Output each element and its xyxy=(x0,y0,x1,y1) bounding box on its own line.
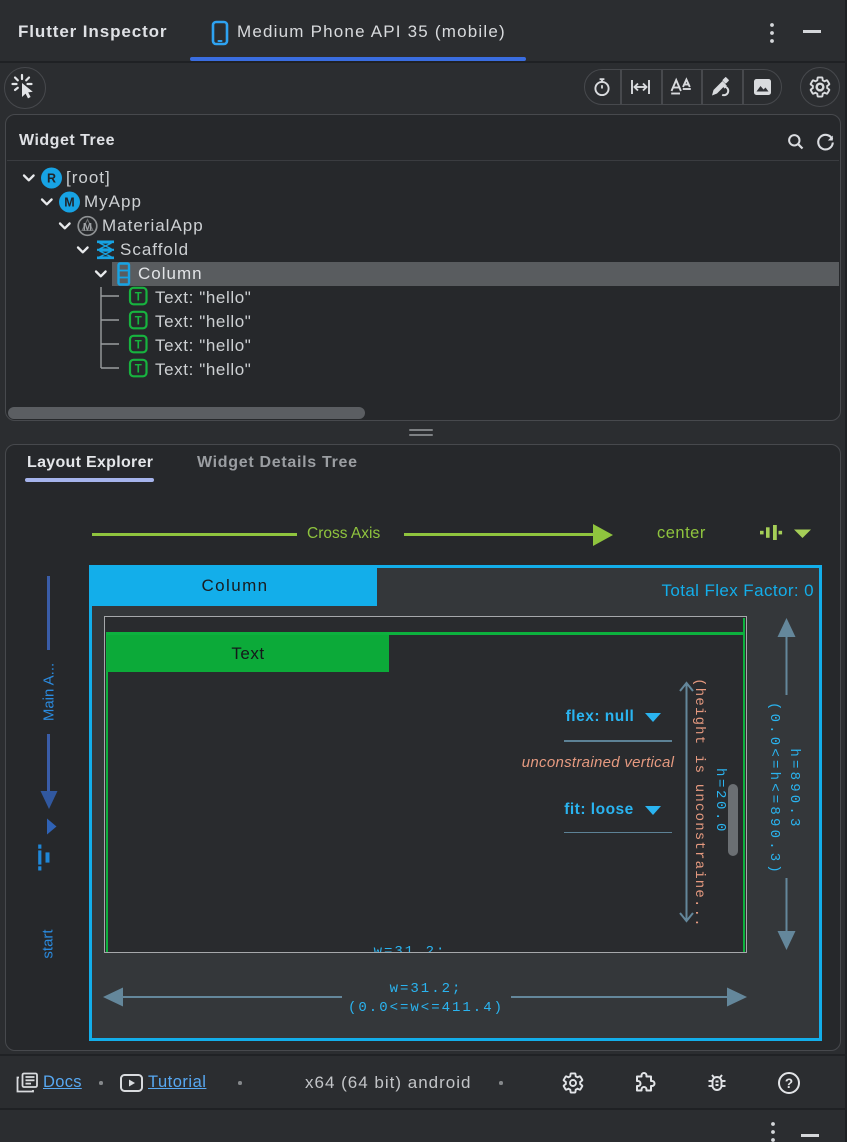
svg-text:T: T xyxy=(135,363,142,375)
svg-text:M: M xyxy=(64,196,74,210)
svg-text:T: T xyxy=(135,291,142,303)
svg-text:?: ? xyxy=(785,1076,793,1091)
svg-text:R: R xyxy=(47,172,56,186)
svg-text:T: T xyxy=(135,339,142,351)
svg-text:T: T xyxy=(135,315,142,327)
svg-text:M: M xyxy=(83,222,92,234)
